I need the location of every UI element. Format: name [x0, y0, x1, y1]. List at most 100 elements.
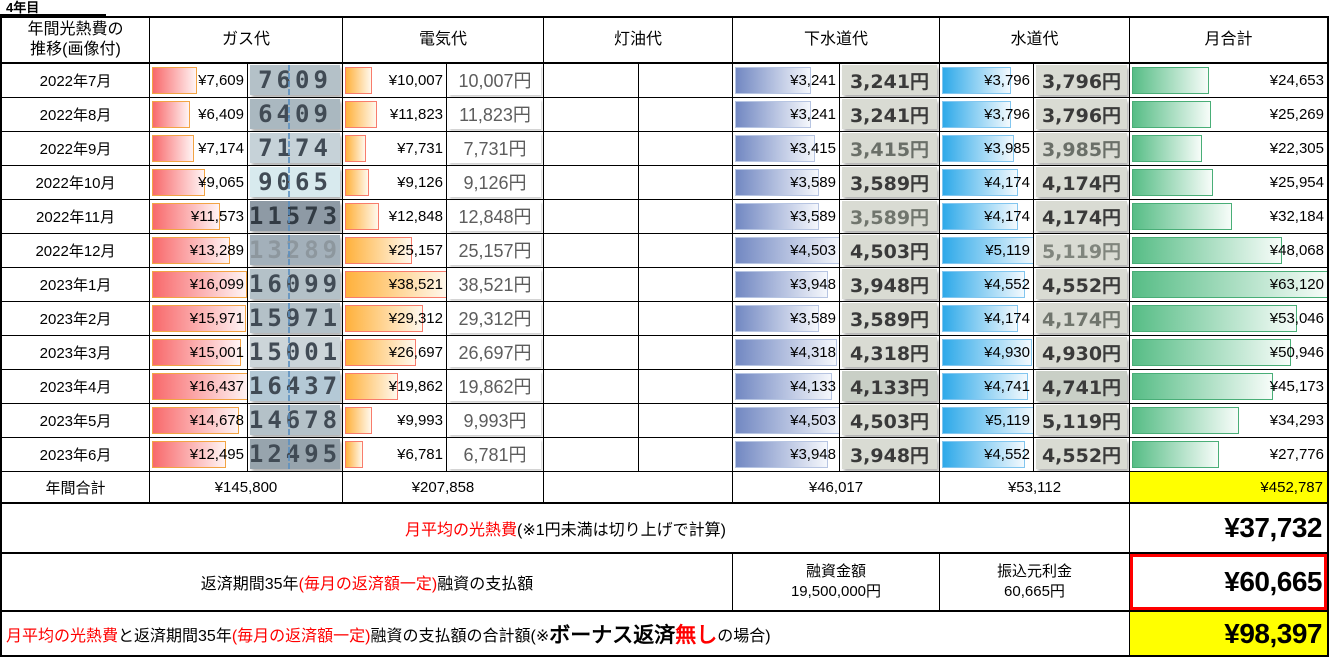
water-value: ¥4,741	[984, 378, 1030, 395]
kerosene-value-cell	[544, 268, 639, 301]
month-total-data-bar	[1132, 135, 1202, 162]
electricity-bar-cell: ¥7,731	[343, 132, 447, 165]
water-value: ¥3,796	[984, 106, 1030, 123]
electricity-bill-photo: 7,731円	[449, 133, 541, 163]
electricity-photo-cell: 38,521円	[447, 268, 544, 301]
kerosene-value-cell	[544, 370, 639, 403]
table-row: 2022年11月 ¥11,573 11573 ¥12,848 12,848円 ¥…	[2, 200, 1327, 234]
water-bill-photo: 4,552円	[1036, 439, 1127, 469]
gas-data-bar	[152, 373, 247, 400]
electricity-data-bar	[345, 237, 413, 264]
table-row: 2022年12月 ¥13,289 13289 ¥25,157 25,157円 ¥…	[2, 234, 1327, 268]
monthly-average-value: ¥37,732	[1224, 512, 1322, 543]
kerosene-value-cell	[544, 166, 639, 199]
electricity-bar-cell: ¥10,007	[343, 64, 447, 97]
monthly-average-label-note: (※1円未満は切り上げで計算)	[517, 522, 726, 539]
month-total-data-bar	[1132, 441, 1219, 468]
gas-data-bar	[152, 135, 195, 162]
month-cell: 2022年11月	[2, 200, 150, 233]
sewer-photo-cell: 4,318円	[840, 336, 940, 369]
kerosene-photo-cell	[639, 98, 733, 131]
month-total-value: ¥22,305	[1269, 140, 1324, 157]
kerosene-value-cell	[544, 302, 639, 335]
gas-value: ¥11,573	[190, 208, 244, 225]
gas-data-bar	[152, 305, 247, 332]
combined-label-none-red: 無し	[675, 623, 718, 647]
gas-bar-cell: ¥16,099	[150, 268, 248, 301]
electricity-bill-photo: 9,993円	[449, 405, 541, 435]
kerosene-value-cell	[544, 200, 639, 233]
gas-bar-cell: ¥11,573	[150, 200, 248, 233]
month-total-value: ¥63,120	[1269, 276, 1324, 293]
sewer-value: ¥3,948	[790, 446, 836, 463]
sewer-photo-cell: 4,503円	[840, 404, 940, 437]
gas-value: ¥9,065	[198, 174, 244, 191]
gas-value: ¥15,001	[189, 344, 244, 361]
table-row: 2022年8月 ¥6,409 6409 ¥11,823 11,823円 ¥3,2…	[2, 98, 1327, 132]
month-total-data-bar	[1132, 101, 1211, 128]
month-total-value: ¥27,776	[1269, 446, 1324, 463]
annual-total-row: 年間合計 ¥145,800 ¥207,858 ¥46,017 ¥53,112 ¥…	[2, 472, 1327, 504]
electricity-photo-cell: 6,781円	[447, 438, 544, 471]
gas-value: ¥7,609	[198, 72, 244, 89]
water-bill-photo: 3,796円	[1036, 65, 1127, 95]
water-bar-cell: ¥4,552	[940, 438, 1034, 471]
header-month-total: 月合計	[1204, 31, 1253, 48]
water-photo-cell: 4,174円	[1034, 166, 1130, 199]
electricity-data-bar	[345, 67, 372, 94]
month-total-value: ¥25,269	[1269, 106, 1324, 123]
month-total-value: ¥45,173	[1269, 378, 1324, 395]
water-photo-cell: 5,119円	[1034, 404, 1130, 437]
electricity-bill-photo: 12,848円	[449, 201, 541, 231]
kerosene-photo-cell	[639, 438, 733, 471]
electricity-value: ¥12,848	[388, 208, 443, 225]
gas-photo-cell: 15001	[248, 336, 343, 369]
water-photo-cell: 3,796円	[1034, 64, 1130, 97]
electricity-data-bar	[345, 169, 370, 196]
gas-meter-photo: 11573	[248, 201, 342, 231]
sewer-data-bar	[735, 169, 820, 196]
water-bar-cell: ¥3,796	[940, 98, 1034, 131]
sewer-data-bar	[735, 441, 828, 468]
kerosene-value-cell	[544, 132, 639, 165]
water-photo-cell: 4,174円	[1034, 302, 1130, 335]
sewer-data-bar	[735, 373, 833, 400]
header-row: 年間光熱費の 推移(画像付) ガス代 電気代 灯油代 下水道代 水道代 月合計	[2, 18, 1327, 64]
gas-bar-cell: ¥7,609	[150, 64, 248, 97]
sewer-data-bar	[735, 101, 812, 128]
water-photo-cell: 5,119円	[1034, 234, 1130, 267]
water-value: ¥4,552	[984, 276, 1030, 293]
electricity-bar-cell: ¥19,862	[343, 370, 447, 403]
electricity-photo-cell: 12,848円	[447, 200, 544, 233]
water-data-bar	[942, 101, 1011, 128]
table-row: 2023年3月 ¥15,001 15001 ¥26,697 26,697円 ¥4…	[2, 336, 1327, 370]
gas-meter-photo: 16437	[248, 371, 342, 401]
principal-title: 振込元利金	[996, 562, 1072, 580]
gas-value: ¥7,174	[198, 140, 244, 157]
electricity-data-bar	[345, 305, 424, 332]
water-photo-cell: 4,174円	[1034, 200, 1130, 233]
electricity-bar-cell: ¥26,697	[343, 336, 447, 369]
sewer-bill-photo: 4,318円	[842, 337, 937, 367]
sewer-value: ¥4,503	[790, 242, 836, 259]
sewer-bar-cell: ¥3,415	[733, 132, 840, 165]
gas-bar-cell: ¥12,495	[150, 438, 248, 471]
annual-grand-total: ¥452,787	[1130, 472, 1327, 502]
water-photo-cell: 3,985円	[1034, 132, 1130, 165]
water-data-bar	[942, 373, 1029, 400]
water-bar-cell: ¥3,796	[940, 64, 1034, 97]
header-month: 年間光熱費の 推移(画像付)	[2, 18, 150, 62]
electricity-photo-cell: 19,862円	[447, 370, 544, 403]
month-total-value: ¥34,293	[1269, 412, 1324, 429]
water-data-bar	[942, 305, 1018, 332]
gas-photo-cell: 9065	[248, 166, 343, 199]
loan-payment-label: 返済期間35年 (毎月の返済額一定) 融資の支払額	[2, 554, 733, 610]
electricity-data-bar	[345, 135, 366, 162]
sewer-photo-cell: 3,415円	[840, 132, 940, 165]
sewer-value: ¥3,415	[790, 140, 836, 157]
combined-label-part7: の場合)	[717, 627, 771, 645]
month-total-cell: ¥50,946	[1130, 336, 1327, 369]
electricity-bar-cell: ¥29,312	[343, 302, 447, 335]
sewer-bar-cell: ¥3,589	[733, 200, 840, 233]
gas-data-bar	[152, 271, 247, 298]
